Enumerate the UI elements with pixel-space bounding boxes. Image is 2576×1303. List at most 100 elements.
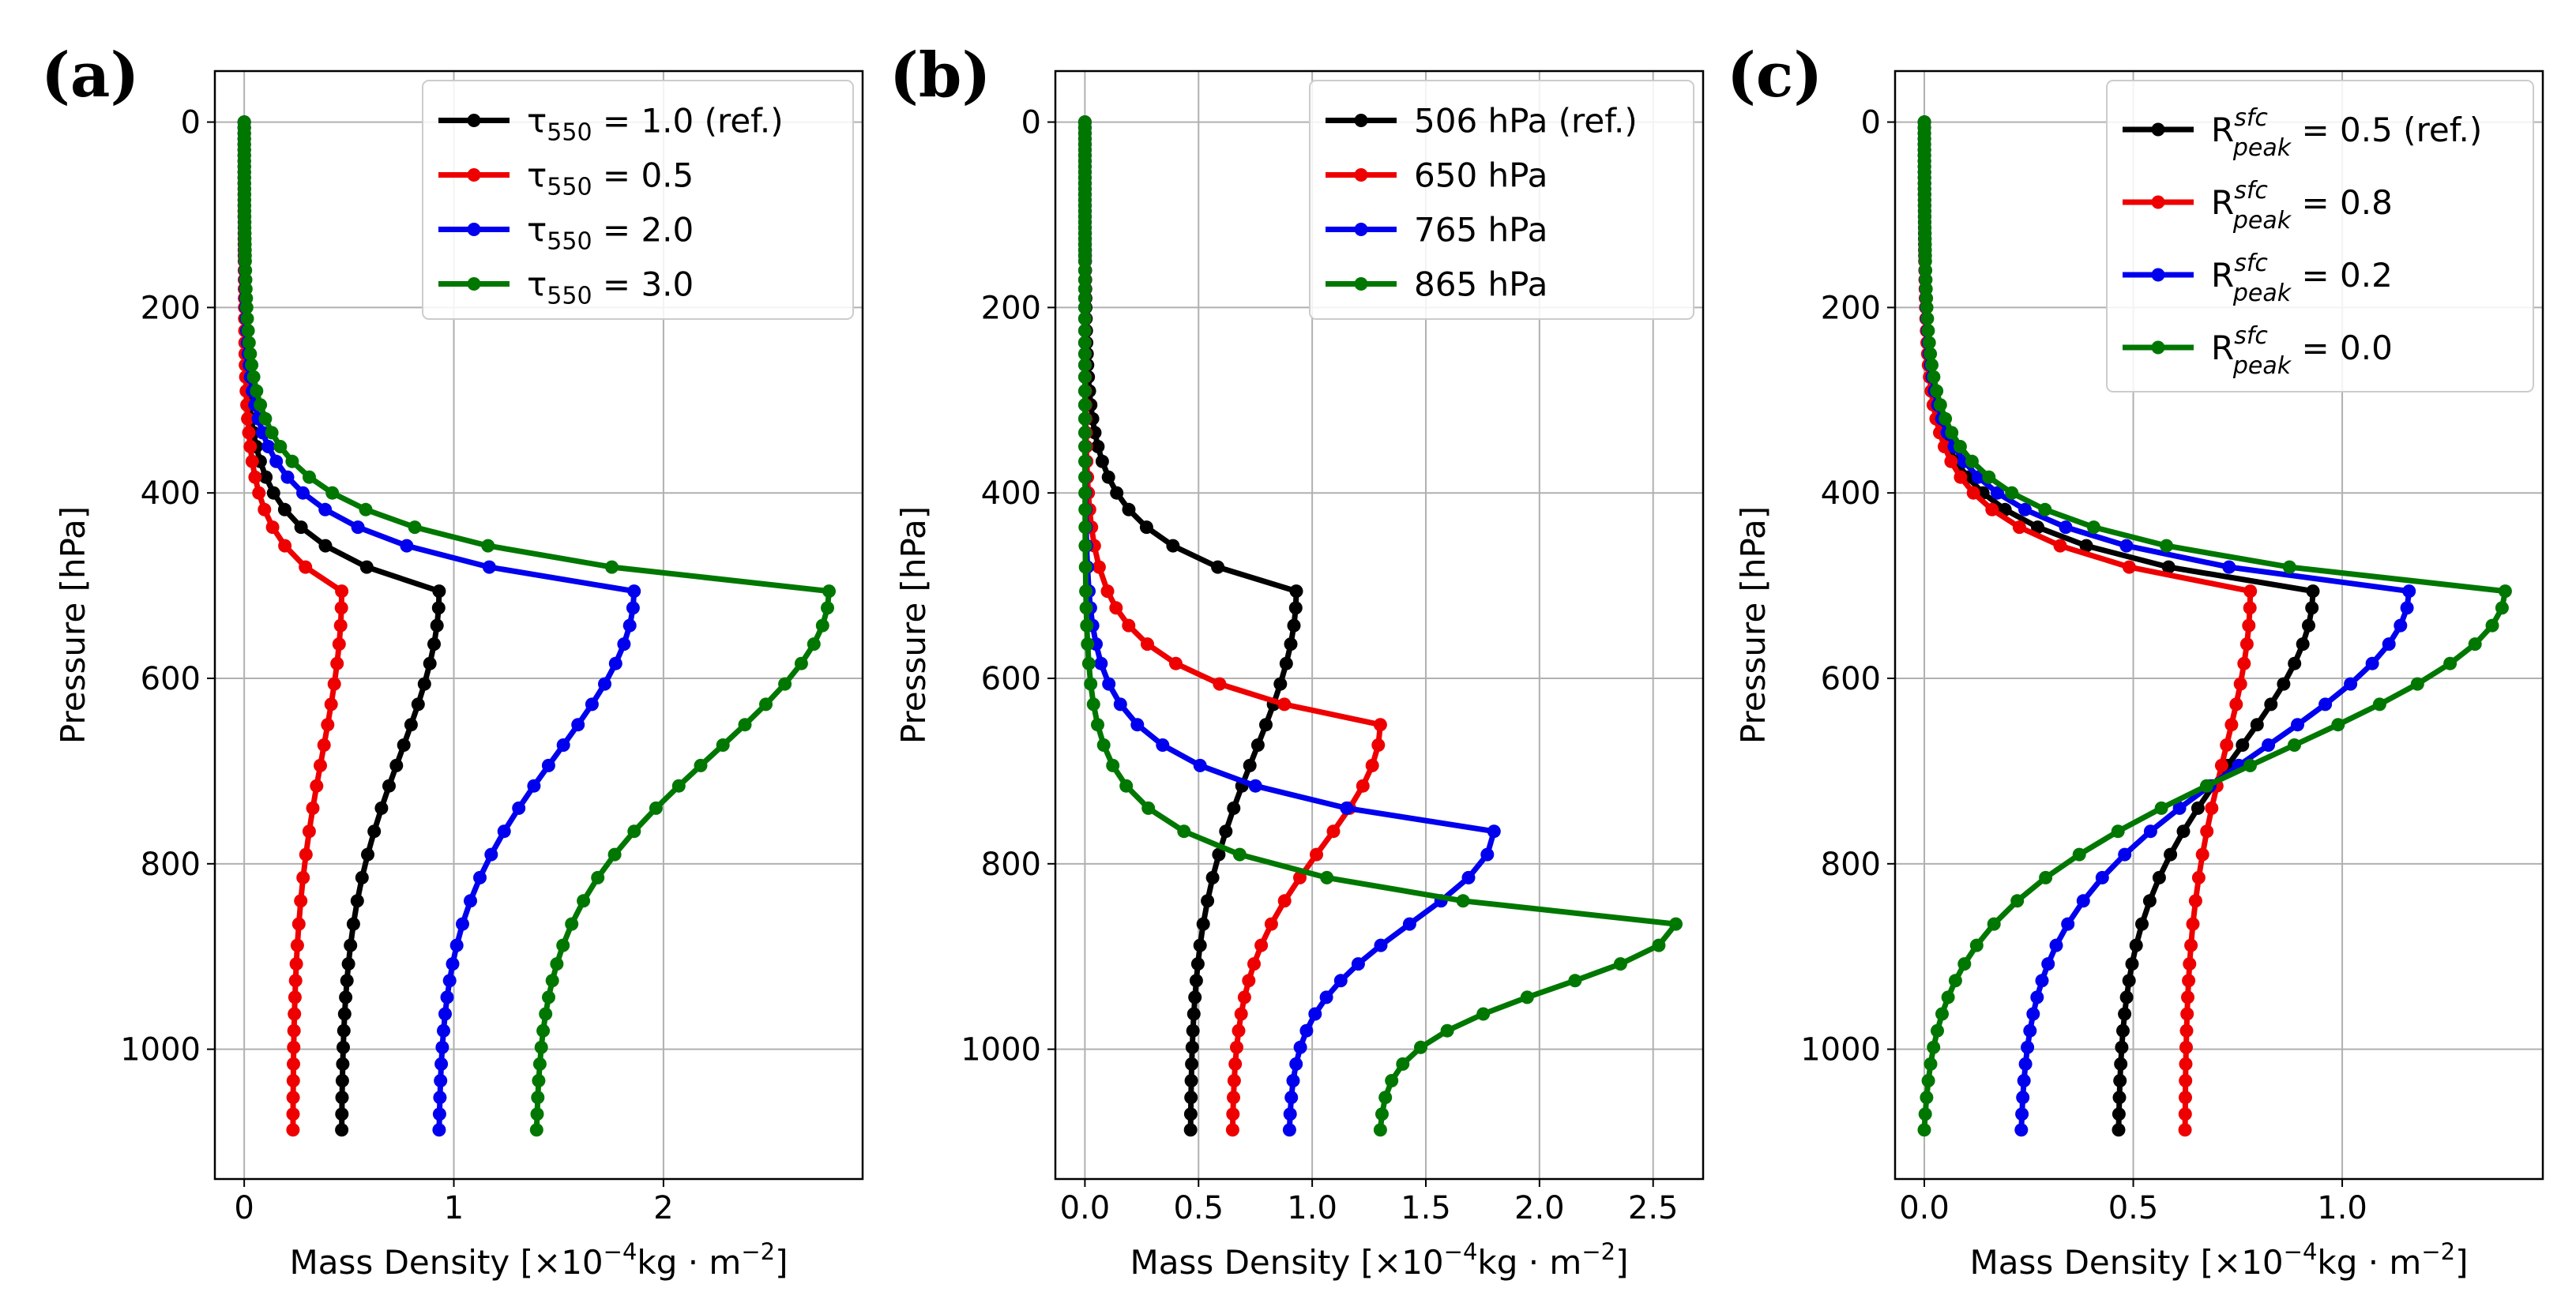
data-point xyxy=(1957,957,1972,971)
plot-area xyxy=(1077,115,1683,1137)
data-point xyxy=(2119,990,2134,1004)
y-tick-label: 400 xyxy=(981,475,1041,512)
data-point xyxy=(286,1107,300,1121)
data-point xyxy=(1289,584,1303,599)
legend-marker xyxy=(467,277,481,291)
x-axis-label: Mass Density [×10−4kg · m−2] xyxy=(1970,1238,2469,1282)
data-point xyxy=(1320,870,1334,884)
data-point xyxy=(1966,486,1980,500)
data-point xyxy=(1925,358,1939,372)
data-point xyxy=(1954,470,1968,484)
data-point xyxy=(532,1074,546,1087)
legend-marker xyxy=(467,168,481,182)
data-point xyxy=(1110,486,1124,500)
data-point xyxy=(1938,440,1951,453)
data-point xyxy=(2243,601,2257,615)
x-axis-label: Mass Density [×10−4kg · m−2] xyxy=(1130,1238,1629,1282)
panel-label: (b) xyxy=(889,39,991,111)
data-point xyxy=(759,697,773,712)
data-point xyxy=(250,384,264,398)
data-point xyxy=(481,539,495,553)
data-point xyxy=(294,894,308,908)
data-point xyxy=(2154,801,2168,815)
data-point xyxy=(1480,847,1495,862)
data-point xyxy=(1232,847,1247,862)
data-point xyxy=(1669,917,1683,931)
data-point xyxy=(294,520,308,535)
data-point xyxy=(2214,758,2228,772)
data-point xyxy=(1254,938,1269,952)
data-point xyxy=(2160,539,2174,553)
data-point xyxy=(2111,824,2125,839)
y-tick-label: 1000 xyxy=(1800,1032,1881,1068)
data-point xyxy=(1520,990,1534,1004)
data-point xyxy=(2143,824,2157,839)
data-point xyxy=(1933,398,1947,412)
data-point xyxy=(337,1007,352,1021)
data-point xyxy=(291,917,306,931)
data-point xyxy=(2176,824,2191,839)
data-point xyxy=(2135,917,2149,931)
data-point xyxy=(252,486,266,500)
data-point xyxy=(2365,656,2379,670)
data-point xyxy=(1077,384,1092,398)
data-point xyxy=(1250,738,1265,752)
data-point xyxy=(456,917,469,931)
data-point xyxy=(335,584,349,599)
data-point xyxy=(2318,697,2333,712)
data-point xyxy=(265,520,280,535)
data-point xyxy=(2236,738,2250,752)
data-point xyxy=(565,917,579,931)
y-tick-label: 800 xyxy=(141,847,201,883)
data-point xyxy=(1079,584,1093,599)
legend-marker xyxy=(1354,223,1368,236)
data-point xyxy=(1919,263,1933,277)
data-point xyxy=(2053,539,2067,553)
data-point xyxy=(241,324,255,338)
x-tick-label: 0 xyxy=(234,1190,254,1226)
data-point xyxy=(2402,584,2416,599)
data-point xyxy=(1101,470,1115,484)
data-point xyxy=(2237,656,2251,670)
data-point xyxy=(2039,870,2053,884)
x-tick-label: 0.0 xyxy=(1899,1190,1950,1226)
panel-label: (c) xyxy=(1727,39,1822,111)
data-point xyxy=(2178,1123,2192,1137)
data-point xyxy=(430,618,444,633)
data-point xyxy=(327,677,341,691)
legend-label: Rsfc peak = 0.2 xyxy=(2211,250,2393,307)
data-point xyxy=(1375,1107,1389,1121)
data-point xyxy=(482,560,496,574)
x-tick-label: 1.5 xyxy=(1401,1190,1451,1226)
data-point xyxy=(2180,1007,2194,1021)
data-point xyxy=(434,1074,448,1087)
data-point xyxy=(1965,454,1979,468)
data-point xyxy=(285,454,299,468)
data-point xyxy=(1287,618,1301,633)
data-point xyxy=(258,411,273,426)
data-point xyxy=(1211,560,1225,574)
y-tick-label: 200 xyxy=(1821,290,1881,326)
data-point xyxy=(2205,801,2219,815)
data-point xyxy=(1953,440,1967,453)
data-point xyxy=(1613,957,1627,971)
data-point xyxy=(527,779,541,793)
data-point xyxy=(778,677,792,691)
data-point xyxy=(1279,656,1293,670)
y-tick-label: 600 xyxy=(1821,661,1881,697)
data-point xyxy=(2400,601,2414,615)
data-point xyxy=(351,520,365,535)
data-point xyxy=(2277,677,2291,691)
data-point xyxy=(1982,470,1996,484)
data-point xyxy=(2079,539,2093,553)
legend-label: Rsfc peak = 0.8 xyxy=(2211,177,2393,235)
data-point xyxy=(266,486,280,500)
data-point xyxy=(2113,1074,2127,1087)
data-point xyxy=(2195,847,2209,862)
data-point xyxy=(2181,990,2194,1004)
data-point xyxy=(2015,1107,2029,1121)
data-point xyxy=(1227,1091,1240,1105)
data-point xyxy=(1077,312,1092,325)
data-point xyxy=(240,312,254,325)
